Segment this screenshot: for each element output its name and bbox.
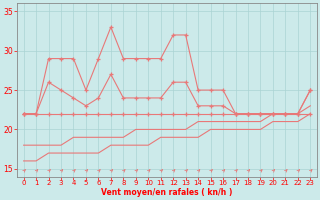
X-axis label: Vent moyen/en rafales ( kn/h ): Vent moyen/en rafales ( kn/h ) — [101, 188, 233, 197]
